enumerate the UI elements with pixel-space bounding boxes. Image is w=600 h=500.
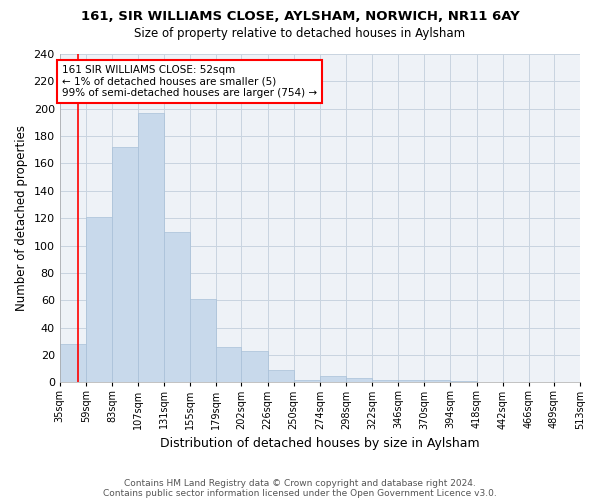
Text: 161 SIR WILLIAMS CLOSE: 52sqm
← 1% of detached houses are smaller (5)
99% of sem: 161 SIR WILLIAMS CLOSE: 52sqm ← 1% of de… bbox=[62, 65, 317, 98]
Bar bbox=[86, 217, 112, 382]
Bar bbox=[164, 232, 190, 382]
Bar bbox=[138, 113, 164, 382]
Bar bbox=[268, 370, 294, 382]
Y-axis label: Number of detached properties: Number of detached properties bbox=[15, 125, 28, 311]
Text: 161, SIR WILLIAMS CLOSE, AYLSHAM, NORWICH, NR11 6AY: 161, SIR WILLIAMS CLOSE, AYLSHAM, NORWIC… bbox=[80, 10, 520, 23]
Bar bbox=[294, 380, 320, 382]
Bar bbox=[346, 378, 372, 382]
Bar bbox=[190, 299, 217, 382]
Bar bbox=[59, 344, 86, 383]
Bar bbox=[112, 147, 138, 382]
Bar bbox=[398, 380, 424, 382]
X-axis label: Distribution of detached houses by size in Aylsham: Distribution of detached houses by size … bbox=[160, 437, 479, 450]
Bar bbox=[451, 381, 476, 382]
Bar bbox=[241, 351, 268, 382]
Text: Contains public sector information licensed under the Open Government Licence v3: Contains public sector information licen… bbox=[103, 488, 497, 498]
Text: Contains HM Land Registry data © Crown copyright and database right 2024.: Contains HM Land Registry data © Crown c… bbox=[124, 478, 476, 488]
Bar bbox=[372, 380, 398, 382]
Bar bbox=[424, 380, 451, 382]
Text: Size of property relative to detached houses in Aylsham: Size of property relative to detached ho… bbox=[134, 28, 466, 40]
Bar bbox=[217, 347, 241, 382]
Bar bbox=[320, 376, 346, 382]
